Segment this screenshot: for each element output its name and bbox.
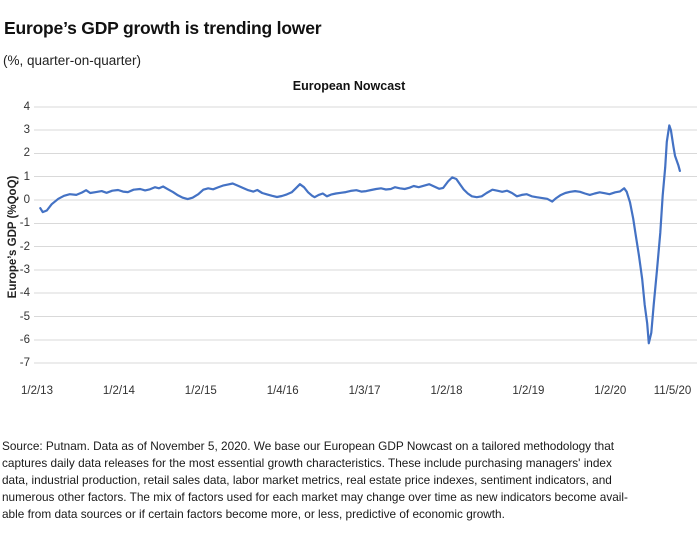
y-tick-label--2: -2 <box>19 240 30 253</box>
y-tick-label-4: 4 <box>23 100 30 113</box>
source-note-line: Source: Putnam. Data as of November 5, 2… <box>2 438 615 453</box>
line-plot <box>34 106 697 364</box>
source-note-line: data, industrial production, retail sale… <box>2 472 612 487</box>
x-tick-label-1-3-17: 1/3/17 <box>348 385 381 397</box>
y-tick-label--7: -7 <box>19 357 30 370</box>
x-tick-label-1-2-15: 1/2/15 <box>184 385 217 397</box>
y-tick-label-2: 2 <box>23 147 30 160</box>
chart-title: European Nowcast <box>292 79 406 93</box>
y-tick-label-1: 1 <box>23 170 30 183</box>
x-tick-label-1-2-18: 1/2/18 <box>430 385 463 397</box>
x-tick-label-1-2-13: 1/2/13 <box>21 385 53 397</box>
x-tick-label-11-5-20: 11/5/20 <box>653 385 692 397</box>
x-tick-label-1-2-14: 1/2/14 <box>102 385 135 397</box>
y-tick-label-0: 0 <box>23 194 30 206</box>
y-tick-label--3: -3 <box>19 263 30 276</box>
y-tick-label--4: -4 <box>19 287 30 300</box>
x-tick-label-1-4-16: 1/4/16 <box>266 385 299 397</box>
y-tick-label--5: -5 <box>19 310 30 323</box>
x-tick-label-1-2-20: 1/2/20 <box>594 385 627 397</box>
source-note-line: able from data sources or if certain fac… <box>2 506 505 521</box>
x-tick-label-1-2-19: 1/2/19 <box>512 385 545 397</box>
source-note: Source: Putnam. Data as of November 5, 2… <box>2 438 699 523</box>
source-note-line: captures daily data releases for the mos… <box>2 455 612 470</box>
y-tick-label-3: 3 <box>23 124 30 137</box>
y-tick-label--1: -1 <box>19 217 30 230</box>
y-tick-label--6: -6 <box>19 333 30 346</box>
nowcast-line <box>39 124 681 345</box>
page-subtitle: (%, quarter-on-quarter) <box>3 53 142 68</box>
page-title: Europe’s GDP growth is trending lower <box>4 18 322 38</box>
source-note-line: numerous other factors. The mix of facto… <box>2 489 628 504</box>
